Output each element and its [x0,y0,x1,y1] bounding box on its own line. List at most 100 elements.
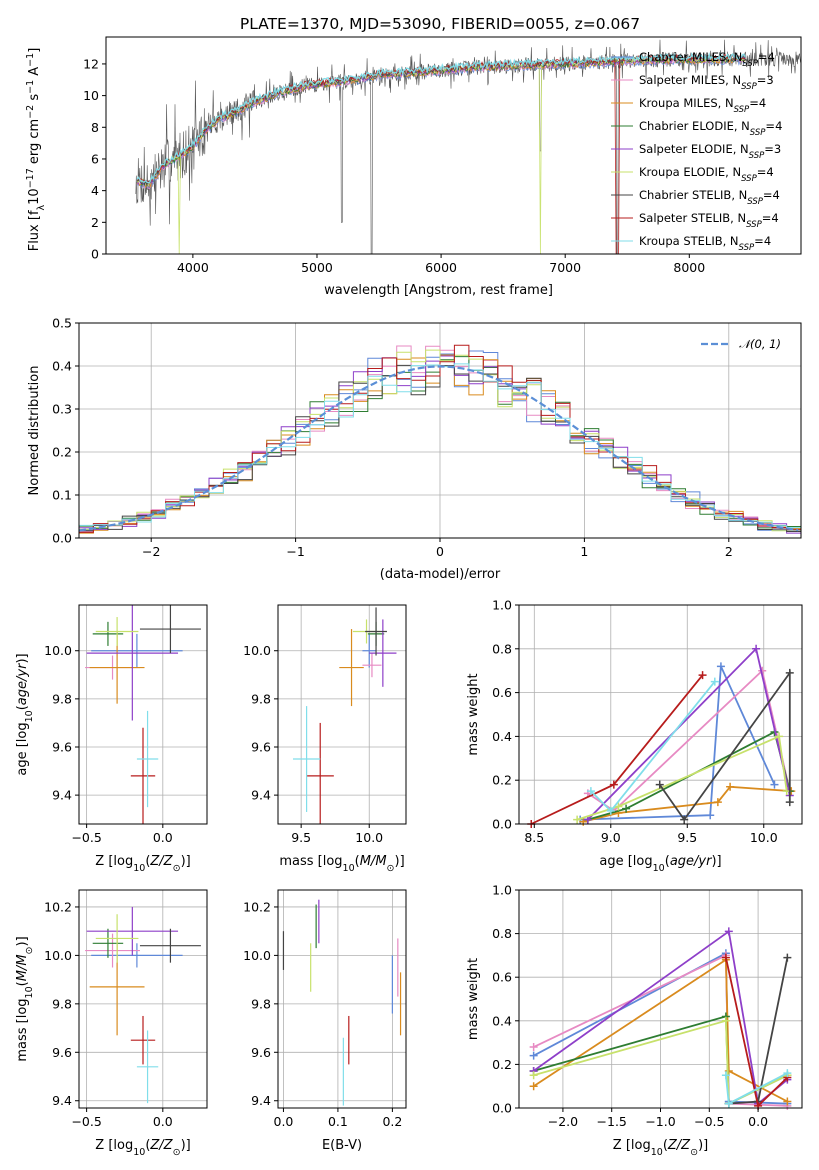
legend-entry-6: Chabrier STELIB, NSSP=4 [639,188,780,207]
y-tick-label: 0.0 [52,531,72,546]
y-tick-label: 0.6 [492,970,512,985]
y-axis-label: mass weight [466,673,481,755]
y-tick-label: 9.4 [251,1093,271,1108]
x-tick-label: 0.2 [382,1114,402,1129]
legend-name: Salpeter STELIB [639,211,730,225]
y-tick-label: 9.4 [52,1093,72,1108]
weight-marker [529,1042,538,1051]
weight-series-5 [533,1019,788,1106]
x-tick-label: −1.5 [597,1114,627,1129]
x-tick-label: 0.0 [748,1114,768,1129]
weight-marker [783,1097,792,1106]
y-tick-label: 0.4 [492,729,512,744]
y-tick-label: 9.8 [251,996,271,1011]
errorbar-point-5 [95,617,139,646]
legend-nssp: 4 [764,234,771,248]
errorbar-area [85,906,201,1104]
y-tick-label: 10.0 [44,643,72,658]
errorbar-point-0 [91,633,183,668]
legend-entry-5: Kroupa ELODIE, NSSP=4 [639,165,774,184]
y-tick-label: 0.8 [492,926,512,941]
weight-marker [783,953,792,962]
legend-name: Kroupa STELIB [639,234,723,248]
y-tick-label: 0.3 [52,402,72,417]
weight-marker [573,815,582,824]
errorbar-point-3 [92,928,124,958]
series-model-8 [136,52,746,184]
y-tick-label: 8 [91,120,99,135]
legend-nssp: 4 [768,50,775,64]
errorbar-area [292,607,397,824]
weight-marker [726,782,735,791]
x-tick-label: 8.5 [524,830,544,845]
y-tick-label: 9.6 [251,1045,271,1060]
y-tick-label: 10.2 [243,899,271,914]
errorbar-point-8 [136,710,159,808]
legend-entry-2: Kroupa MILES, NSSP=4 [639,96,766,115]
weight-vs-age-panel: 8.5 9.0 9.5 10.0 0.0 0.2 0.4 0.6 0.8 1.0 age [log1… [466,598,803,874]
weight-marker [724,1066,733,1075]
y-tick-label: 9.4 [251,788,271,803]
spectrum-panel: 4000 5000 6000 7000 8000 0 2 4 6 8 10 12 wavelength … [25,36,802,298]
x-tick-label: 10.0 [750,830,778,845]
x-tick-label: 9.5 [677,830,697,845]
weight-marker [622,804,631,813]
x-tick-label: −2 [142,544,160,559]
errorbar-point-2 [339,629,364,707]
x-axis-label: Z [log10(Z/Z⊙)] [95,854,190,874]
weight-marker [586,787,595,796]
weight-marker [710,677,719,686]
x-axis-label: (data-model)/error [380,567,501,582]
errorbar-point-8 [136,1030,159,1104]
normal-reference-curve [79,365,799,532]
legend-name: Chabrier MILES [639,50,726,64]
x-tick-label: 0 [436,544,444,559]
weight-marker [713,798,722,807]
x-axis-label: wavelength [Angstrom, rest frame] [324,283,553,298]
legend-name: Chabrier ELODIE [639,119,734,133]
y-tick-label: 1.0 [492,598,512,613]
axes-frame [518,604,803,825]
y-axis-label: mass [log10(M/M⊙)] [15,936,35,1061]
legend-entry-normal: 𝒩(0, 1) [739,337,781,351]
y-tick-label: 10.2 [44,899,72,914]
weight-marker [529,1071,538,1080]
y-tick-label: 0.2 [492,1057,512,1072]
errorbar-point-3 [92,621,124,646]
weight-marker [529,1082,538,1091]
weight-marker [721,953,730,962]
weight-series-5 [576,735,788,821]
y-tick-label: 0.2 [52,445,72,460]
x-tick-label: 0.0 [274,1114,294,1129]
x-tick-label: −1 [286,544,304,559]
weight-marker [785,798,794,807]
legend-nssp: 3 [766,73,773,87]
y-tick-label: 0.1 [52,488,72,503]
errorbar-area [85,605,201,824]
legend-nssp: 3 [774,142,781,156]
y-tick-label: 0.4 [492,1013,512,1028]
x-axis-label: E(B-V) [322,1138,362,1153]
y-tick-label: 10.0 [44,948,72,963]
legend-entry-7: Salpeter STELIB, NSSP=4 [639,211,779,230]
x-tick-label: −0.5 [694,1114,724,1129]
weight-marker [783,1069,792,1078]
x-tick-label: 4000 [177,260,209,275]
errorbar-point-0 [362,633,377,668]
legend-nssp: 4 [775,119,782,133]
legend-nssp: 4 [759,96,766,110]
residuals-panel: −2 −1 0 1 2 0.0 0.1 0.2 0.3 0.4 0.5 (data-model)/er… [27,316,802,582]
errorbar-point-7 [306,722,334,824]
errorbar-point-5 [95,914,139,963]
y-tick-label: 0.0 [492,1101,512,1116]
weight-marker [775,732,784,741]
weight-marker [529,1051,538,1060]
legend-nssp: 4 [771,211,778,225]
y-tick-label: 0.5 [52,316,72,331]
y-axis-label: Normed distribution [27,366,42,496]
y-tick-label: 6 [91,151,99,166]
weight-marker [614,802,623,811]
legend-entry-3: Chabrier ELODIE, NSSP=4 [639,119,782,138]
errorbar-point-4 [86,605,179,721]
